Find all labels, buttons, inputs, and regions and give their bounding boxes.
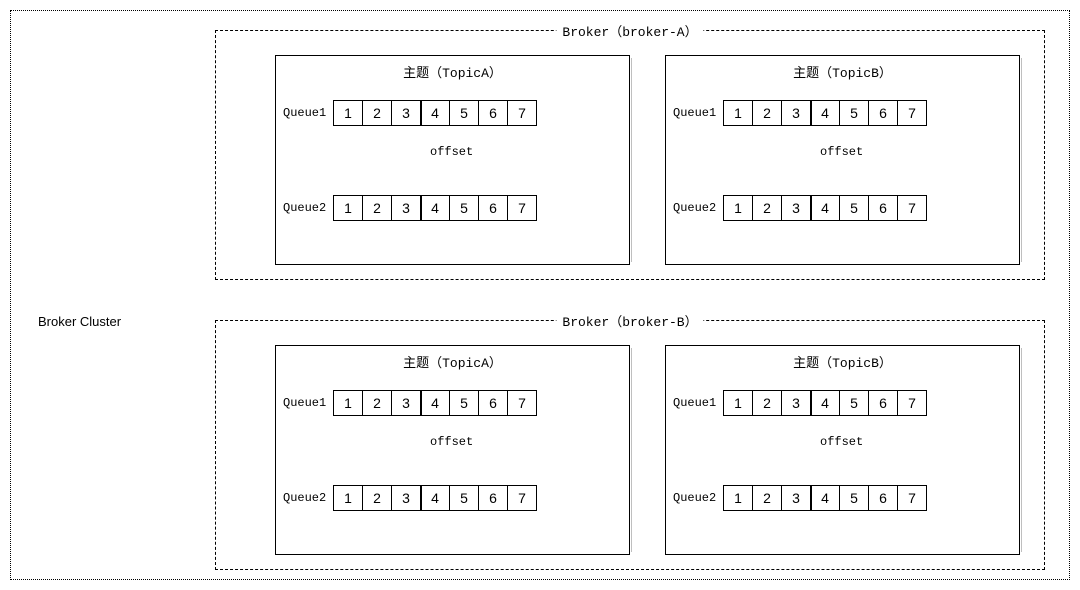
- queue-cell: 4: [810, 485, 840, 511]
- queue-cell: 5: [839, 195, 869, 221]
- queue-cell: 5: [449, 390, 479, 416]
- queue-cell: 1: [333, 485, 363, 511]
- queue-cell: 2: [752, 390, 782, 416]
- queue-cell: 6: [478, 100, 508, 126]
- broker-a-topic-a-box: 主题（TopicA）: [275, 55, 630, 265]
- queue-cell: 2: [362, 100, 392, 126]
- queue-cell: 4: [810, 390, 840, 416]
- queue-cell: 5: [839, 390, 869, 416]
- broker-b-topic-b-queue2: Queue2 1 2 3 4 5 6 7: [673, 485, 927, 511]
- offset-label: offset: [820, 145, 863, 159]
- queue-cell: 6: [478, 390, 508, 416]
- queue-cells: 1 2 3 4 5 6 7: [333, 390, 537, 416]
- queue-cell: 6: [478, 485, 508, 511]
- broker-a-topic-b-queue2: Queue2 1 2 3 4 5 6 7: [673, 195, 927, 221]
- queue-label: Queue1: [283, 396, 333, 410]
- broker-b-topic-a-queue2: Queue2 1 2 3 4 5 6 7: [283, 485, 537, 511]
- queue-cells: 1 2 3 4 5 6 7: [723, 195, 927, 221]
- queue-cell: 6: [868, 485, 898, 511]
- queue-cell: 1: [333, 390, 363, 416]
- queue-cells: 1 2 3 4 5 6 7: [333, 195, 537, 221]
- queue-cell: 4: [420, 100, 450, 126]
- queue-cell: 1: [723, 100, 753, 126]
- broker-a-title: Broker（broker-A）: [556, 21, 703, 40]
- queue-cell: 3: [391, 100, 421, 126]
- broker-a-topic-b-queue1: Queue1 1 2 3 4 5 6 7: [673, 100, 927, 126]
- queue-label: Queue2: [283, 491, 333, 505]
- queue-cells: 1 2 3 4 5 6 7: [723, 390, 927, 416]
- queue-cell: 1: [333, 100, 363, 126]
- queue-cell: 4: [810, 195, 840, 221]
- queue-cell: 2: [362, 485, 392, 511]
- queue-cell: 1: [723, 485, 753, 511]
- broker-a-topic-a-queue2: Queue2 1 2 3 4 5 6 7: [283, 195, 537, 221]
- queue-cell: 7: [507, 485, 537, 511]
- queue-cell: 3: [391, 485, 421, 511]
- queue-cell: 3: [781, 485, 811, 511]
- queue-cell: 3: [781, 100, 811, 126]
- queue-label: Queue2: [283, 201, 333, 215]
- queue-cell: 5: [839, 485, 869, 511]
- queue-cell: 6: [868, 390, 898, 416]
- queue-cell: 2: [362, 390, 392, 416]
- offset-label: offset: [820, 435, 863, 449]
- queue-cell: 2: [752, 100, 782, 126]
- queue-cell: 1: [333, 195, 363, 221]
- queue-cells: 1 2 3 4 5 6 7: [333, 100, 537, 126]
- broker-b-topic-a-queue1: Queue1 1 2 3 4 5 6 7: [283, 390, 537, 416]
- queue-cell: 1: [723, 195, 753, 221]
- broker-b-topic-b-box: 主题（TopicB）: [665, 345, 1020, 555]
- broker-b-topic-b-queue1: Queue1 1 2 3 4 5 6 7: [673, 390, 927, 416]
- broker-b-title: Broker（broker-B）: [556, 311, 703, 330]
- queue-cell: 4: [420, 195, 450, 221]
- queue-cell: 6: [868, 100, 898, 126]
- queue-cell: 4: [420, 390, 450, 416]
- queue-cell: 6: [868, 195, 898, 221]
- queue-cell: 3: [391, 195, 421, 221]
- queue-label: Queue1: [673, 106, 723, 120]
- queue-cells: 1 2 3 4 5 6 7: [723, 100, 927, 126]
- queue-cell: 5: [449, 485, 479, 511]
- broker-a-topic-b-title: 主题（TopicB）: [793, 62, 892, 81]
- queue-cell: 3: [781, 195, 811, 221]
- queue-cell: 7: [897, 390, 927, 416]
- queue-cell: 4: [420, 485, 450, 511]
- queue-cells: 1 2 3 4 5 6 7: [333, 485, 537, 511]
- queue-label: Queue1: [673, 396, 723, 410]
- queue-cell: 7: [507, 195, 537, 221]
- queue-cell: 7: [897, 100, 927, 126]
- broker-b-topic-a-title: 主题（TopicA）: [403, 352, 502, 371]
- queue-cells: 1 2 3 4 5 6 7: [723, 485, 927, 511]
- offset-label: offset: [430, 145, 473, 159]
- queue-cell: 6: [478, 195, 508, 221]
- queue-cell: 2: [752, 195, 782, 221]
- queue-cell: 7: [897, 195, 927, 221]
- broker-a-topic-a-queue1: Queue1 1 2 3 4 5 6 7: [283, 100, 537, 126]
- queue-cell: 7: [507, 390, 537, 416]
- queue-cell: 5: [839, 100, 869, 126]
- queue-cell: 2: [752, 485, 782, 511]
- broker-cluster-label: Broker Cluster: [38, 314, 121, 329]
- queue-label: Queue1: [283, 106, 333, 120]
- queue-cell: 1: [723, 390, 753, 416]
- queue-cell: 7: [897, 485, 927, 511]
- broker-b-topic-a-box: 主题（TopicA）: [275, 345, 630, 555]
- queue-label: Queue2: [673, 491, 723, 505]
- diagram-canvas: Broker Cluster Broker（broker-A） 主题（Topic…: [0, 0, 1080, 590]
- queue-cell: 5: [449, 100, 479, 126]
- queue-cell: 4: [810, 100, 840, 126]
- queue-cell: 5: [449, 195, 479, 221]
- queue-cell: 3: [781, 390, 811, 416]
- queue-cell: 2: [362, 195, 392, 221]
- queue-cell: 3: [391, 390, 421, 416]
- queue-cell: 7: [507, 100, 537, 126]
- queue-label: Queue2: [673, 201, 723, 215]
- offset-label: offset: [430, 435, 473, 449]
- broker-a-topic-b-box: 主题（TopicB）: [665, 55, 1020, 265]
- broker-b-topic-b-title: 主题（TopicB）: [793, 352, 892, 371]
- broker-a-topic-a-title: 主题（TopicA）: [403, 62, 502, 81]
